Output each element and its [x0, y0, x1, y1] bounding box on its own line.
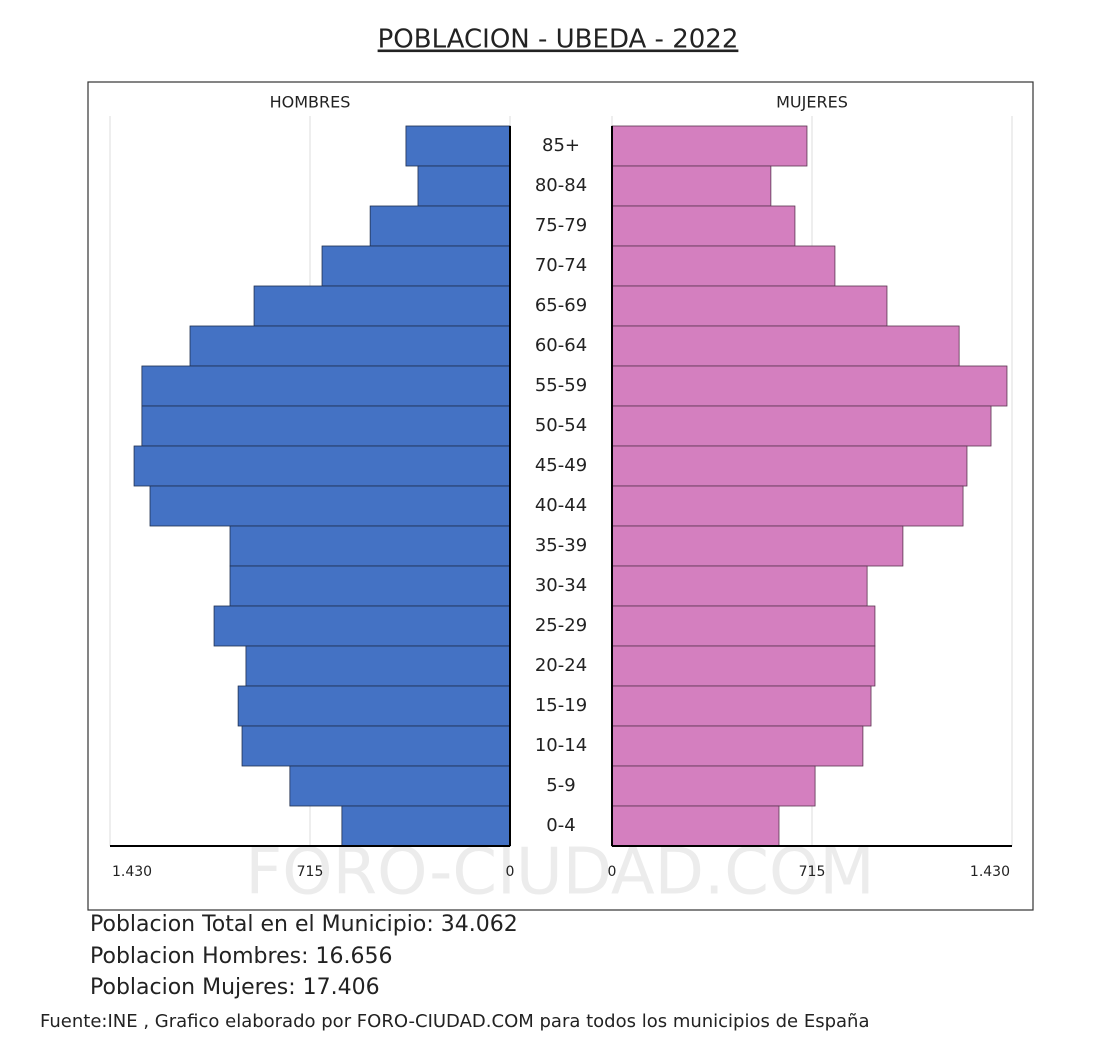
category-label: 85+: [542, 135, 580, 156]
category-label: 30-34: [535, 575, 587, 596]
x-tick-label: 1.430: [970, 864, 1010, 880]
bar: [321, 245, 511, 287]
series-label: HOMBRES: [270, 93, 351, 112]
bar: [149, 485, 511, 527]
category-label: 5-9: [546, 775, 575, 796]
bar: [229, 525, 511, 567]
bar: [611, 285, 888, 327]
bar: [611, 405, 992, 447]
bar: [133, 445, 511, 487]
bar: [237, 685, 511, 727]
x-tick-label: 0: [506, 864, 515, 880]
bar: [611, 605, 876, 647]
chart-title: POBLACION - UBEDA - 2022: [378, 25, 739, 55]
bar: [611, 325, 960, 367]
category-label: 40-44: [535, 495, 587, 516]
category-label: 80-84: [535, 175, 587, 196]
category-label: 20-24: [535, 655, 587, 676]
x-tick-label: 0: [608, 864, 617, 880]
bar: [611, 765, 816, 807]
bar: [611, 165, 772, 207]
bar: [611, 805, 780, 847]
bar: [611, 725, 864, 767]
bar: [611, 445, 968, 487]
category-label: 55-59: [535, 375, 587, 396]
bar: [253, 285, 511, 327]
bar: [241, 725, 511, 767]
category-label: 10-14: [535, 735, 587, 756]
bar: [611, 125, 808, 167]
bar: [611, 485, 964, 527]
source: Fuente:INE , Grafico elaborado por FORO-…: [40, 1011, 869, 1032]
category-label: 0-4: [546, 815, 575, 836]
bar: [229, 565, 511, 607]
bar: [611, 365, 1008, 407]
bar: [611, 525, 904, 567]
bar: [189, 325, 511, 367]
watermark: FORO-CIUDAD.COM: [245, 836, 874, 910]
x-tick-label: 1.430: [112, 864, 152, 880]
bar: [369, 205, 511, 247]
category-label: 45-49: [535, 455, 587, 476]
summary-line: Poblacion Hombres: 16.656: [90, 944, 392, 969]
summary-line: Poblacion Total en el Municipio: 34.062: [90, 912, 518, 937]
bar: [611, 685, 872, 727]
x-tick-label: 715: [297, 864, 324, 880]
bar: [417, 165, 511, 207]
bar: [611, 565, 868, 607]
bar: [141, 405, 511, 447]
bar: [611, 645, 876, 687]
category-label: 35-39: [535, 535, 587, 556]
series-label: MUJERES: [776, 93, 848, 112]
bar: [289, 765, 511, 807]
category-label: 15-19: [535, 695, 587, 716]
bar: [611, 205, 796, 247]
bar: [245, 645, 511, 687]
category-label: 65-69: [535, 295, 587, 316]
category-label: 70-74: [535, 255, 587, 276]
category-label: 60-64: [535, 335, 587, 356]
category-label: 75-79: [535, 215, 587, 236]
bar: [213, 605, 511, 647]
category-label: 50-54: [535, 415, 587, 436]
bar: [611, 245, 836, 287]
x-tick-label: 715: [799, 864, 826, 880]
bar: [341, 805, 511, 847]
bar: [405, 125, 511, 167]
summary-line: Poblacion Mujeres: 17.406: [90, 975, 380, 1000]
category-label: 25-29: [535, 615, 587, 636]
bar: [141, 365, 511, 407]
